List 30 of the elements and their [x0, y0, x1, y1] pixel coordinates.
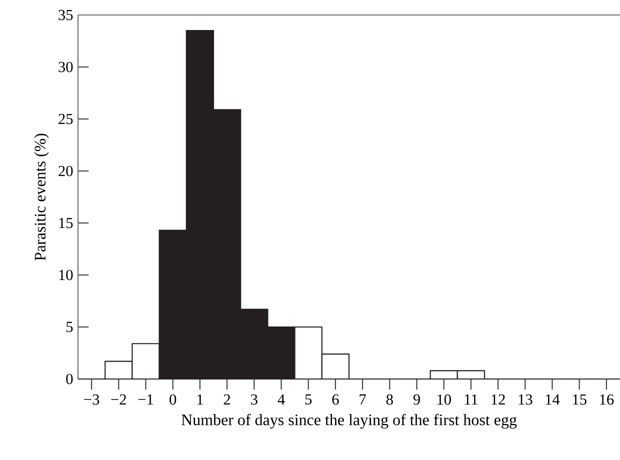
- x-tick-label: 10: [438, 394, 451, 405]
- x-tick-label: 13: [518, 394, 532, 405]
- x-tick-label: 3: [251, 394, 258, 405]
- x-tick-label: 1: [197, 394, 203, 404]
- x-tick-label: 12: [492, 394, 505, 405]
- x-tick-label: −3: [84, 394, 100, 405]
- x-tick-label: 7: [360, 394, 366, 404]
- y-tick-label: 15: [59, 218, 73, 228]
- x-tick-label: 9: [413, 394, 420, 405]
- y-tick-label: 35: [58, 10, 73, 20]
- x-tick-label: 14: [546, 394, 560, 404]
- x-tick-label: −2: [111, 394, 126, 405]
- x-tick-label: 15: [573, 394, 586, 405]
- x-tick-label: 16: [600, 394, 614, 405]
- y-tick-label: 10: [59, 270, 73, 280]
- y-tick-label: 20: [58, 166, 73, 176]
- x-tick-label: 8: [386, 394, 393, 405]
- x-tick-label: 2: [224, 394, 230, 405]
- y-tick-label: 30: [58, 62, 73, 72]
- x-tick-label: 6: [332, 394, 339, 405]
- x-tick-label: 11: [464, 394, 478, 404]
- x-tick-label: −1: [138, 394, 153, 404]
- x-tick-label: 5: [305, 394, 312, 405]
- x-axis-title: Number of days since the laying of the first host egg: [182, 414, 517, 429]
- y-tick-label: 0: [66, 374, 73, 384]
- y-tick-label: 5: [66, 322, 73, 332]
- x-tick-label: 4: [278, 394, 285, 404]
- y-tick-label: 25: [58, 114, 73, 124]
- x-tick-label: 0: [170, 394, 176, 405]
- y-axis-title: Parasitic events (%): [34, 134, 49, 261]
